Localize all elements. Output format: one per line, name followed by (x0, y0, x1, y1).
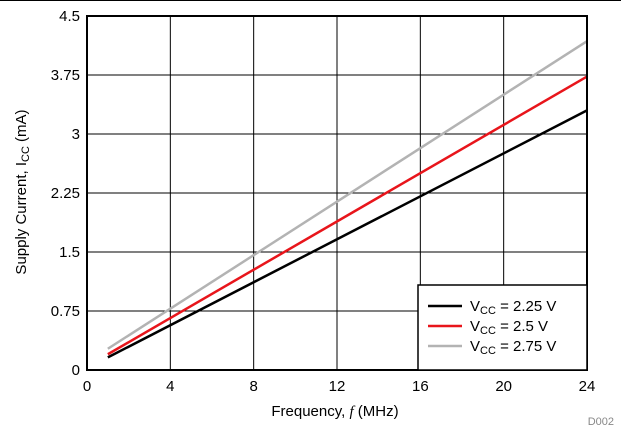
legend-label: VCC = 2.75 V (470, 338, 556, 357)
y-axis-title: Supply Current, ICC (mA) (13, 109, 32, 274)
x-axis-title: Frequency, f (MHz) (271, 403, 398, 420)
legend-label: VCC = 2.5 V (470, 318, 548, 337)
y-tick-label: 3.75 (51, 67, 80, 84)
y-tick-label: 0.75 (51, 303, 80, 320)
x-tick-label: 24 (579, 378, 596, 395)
y-tick-label: 4.5 (59, 8, 80, 25)
series-line (107, 109, 588, 359)
series-line (107, 75, 588, 356)
x-tick-label: 20 (495, 378, 512, 395)
x-tick-label: 12 (329, 378, 346, 395)
y-tick-label: 3 (72, 126, 80, 143)
y-tick-label: 2.25 (51, 185, 80, 202)
legend-box (417, 284, 588, 371)
series-lines (107, 40, 588, 359)
y-tick-label: 0 (72, 362, 80, 379)
x-tick-label: 8 (249, 378, 257, 395)
x-tick-label: 0 (83, 378, 91, 395)
x-tick-labels: 0 4 8 12 16 20 24 (83, 378, 596, 395)
top-rule (0, 0, 621, 1)
x-tick-label: 16 (412, 378, 429, 395)
figure-id: D002 (588, 416, 614, 428)
y-tick-labels: 0 0.75 1.5 2.25 3 3.75 4.5 (51, 8, 80, 379)
legend-label: VCC = 2.25 V (470, 298, 556, 317)
y-tick-label: 1.5 (59, 244, 80, 261)
series-line (107, 40, 588, 350)
plot-frame (86, 15, 588, 371)
x-tick-label: 4 (166, 378, 174, 395)
